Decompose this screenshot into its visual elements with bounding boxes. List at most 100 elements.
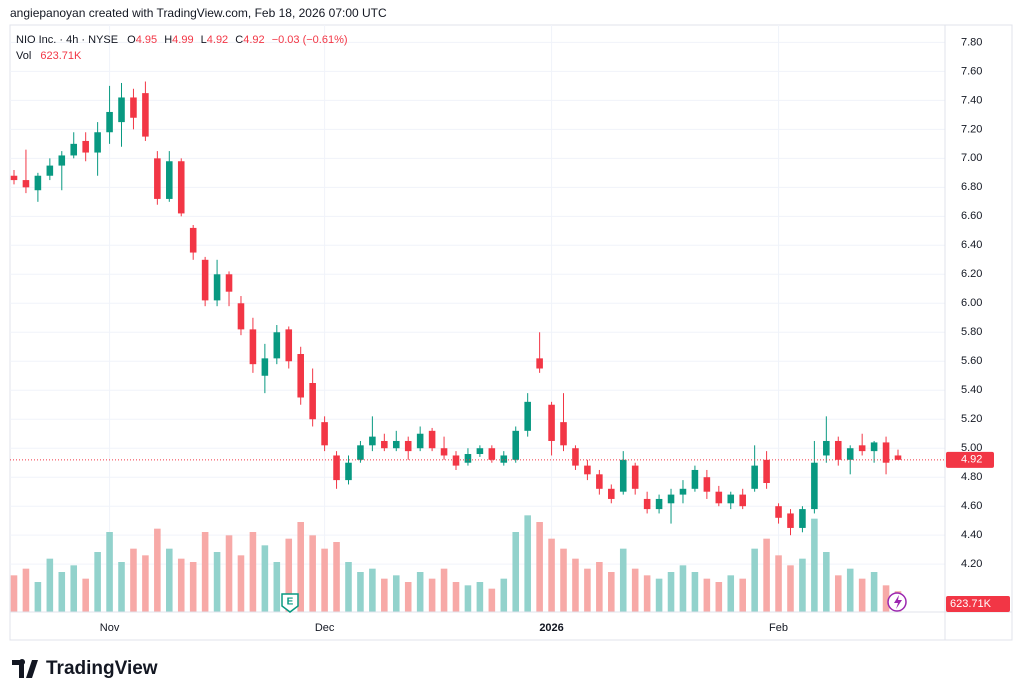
volume-bar: [249, 532, 257, 612]
y-tick-label: 5.20: [961, 413, 982, 425]
candle-body: [404, 440, 412, 452]
y-tick-label: 4.60: [961, 500, 982, 512]
ohlc-key: O: [127, 34, 136, 46]
volume-bar: [775, 555, 782, 612]
vol-key: Vol: [16, 50, 31, 62]
volume-bar: [834, 575, 842, 612]
x-tick-label: Nov: [100, 622, 120, 634]
volume-bar: [870, 572, 878, 612]
candle-body: [894, 455, 902, 460]
candle-body: [500, 455, 508, 463]
volume-bar: [691, 572, 699, 612]
logo[interactable]: TradingView: [12, 658, 158, 679]
y-tick-label: 7.60: [961, 65, 982, 77]
candle-body: [476, 448, 484, 455]
volume-bar: [655, 578, 663, 612]
candle-body: [297, 354, 304, 398]
ohlc-value: 4.92: [243, 34, 264, 46]
volume-bar: [297, 522, 304, 612]
y-tick-label: 5.80: [961, 326, 982, 338]
candle-body: [560, 422, 567, 446]
volume-bar: [416, 572, 424, 612]
grid: [10, 25, 945, 612]
volume-bar: [357, 572, 364, 612]
candle-body: [285, 329, 293, 362]
candle-body: [201, 259, 209, 301]
y-tick-label: 5.60: [961, 355, 982, 367]
y-tick-label: 7.20: [961, 123, 982, 135]
volume-bar: [58, 572, 66, 612]
volume-bar: [213, 552, 221, 612]
volume-tag: [946, 596, 1010, 612]
volume-bar: [811, 518, 818, 612]
candle-body: [464, 454, 472, 463]
y-tick-label: 6.80: [961, 181, 982, 193]
icon-bolt: [894, 595, 902, 609]
candle-body: [679, 488, 687, 495]
candle-body: [608, 488, 615, 499]
volume-bar: [500, 578, 508, 612]
candle-body: [22, 180, 30, 188]
candle-body: [775, 506, 782, 518]
candle-body: [488, 448, 496, 460]
earnings-marker[interactable]: E: [281, 593, 299, 613]
candle-body: [834, 440, 842, 460]
candle-body: [823, 440, 830, 456]
candle-body: [536, 358, 543, 369]
candle-body: [34, 175, 42, 191]
volume-bar: [369, 568, 376, 612]
candle-body: [787, 513, 794, 528]
volume-bar: [82, 578, 89, 612]
volume-bar: [46, 558, 54, 612]
candle-body: [46, 165, 54, 176]
x-tick-label: Dec: [315, 622, 335, 634]
volume-bar: [273, 562, 281, 612]
candle-body: [727, 494, 735, 504]
volume-bar: [70, 565, 78, 612]
candle-body: [166, 161, 173, 199]
candle-body: [691, 469, 699, 489]
candle-body: [643, 498, 651, 510]
y-tick-label: 6.60: [961, 210, 982, 222]
candle-body: [512, 430, 520, 460]
candle-body: [667, 494, 675, 504]
volume-bar: [94, 552, 101, 612]
candle-body: [333, 455, 340, 481]
earnings-badge: [281, 593, 299, 613]
candle-body: [381, 440, 388, 449]
candle-body: [715, 491, 723, 504]
volume-bar: [572, 558, 579, 612]
candle-body: [94, 132, 101, 153]
y-tick-label: 5.00: [961, 442, 982, 454]
volume-bar: [345, 562, 352, 612]
volume-bar: [177, 558, 185, 612]
lightning-icon[interactable]: [887, 592, 907, 612]
volume-bar: [464, 585, 472, 612]
volume-bar: [404, 582, 412, 612]
volume-bar: [715, 582, 723, 612]
volume-bar: [548, 538, 555, 612]
y-tick-label: 6.00: [961, 297, 982, 309]
candle-body: [870, 442, 878, 452]
y-tick-label: 5.40: [961, 384, 982, 396]
volume-bar: [763, 538, 770, 612]
volume-bar: [118, 562, 125, 612]
y-tick-label: 6.20: [961, 268, 982, 280]
y-tick-label: 4.40: [961, 529, 982, 541]
volume-bar: [858, 578, 866, 612]
volume-bar: [452, 582, 460, 612]
volume-bar: [381, 578, 388, 612]
candle-body: [846, 448, 854, 460]
volume-bar: [237, 555, 245, 612]
volume-bar: [882, 585, 890, 612]
y-tick-label: 7.00: [961, 152, 982, 164]
logo-mark: [12, 659, 38, 678]
candle-body: [882, 442, 890, 463]
candle-body: [213, 274, 221, 301]
volume-bar: [643, 575, 651, 612]
y-tick-label: 7.40: [961, 94, 982, 106]
volume-bar: [392, 575, 400, 612]
candle-body: [369, 436, 376, 446]
